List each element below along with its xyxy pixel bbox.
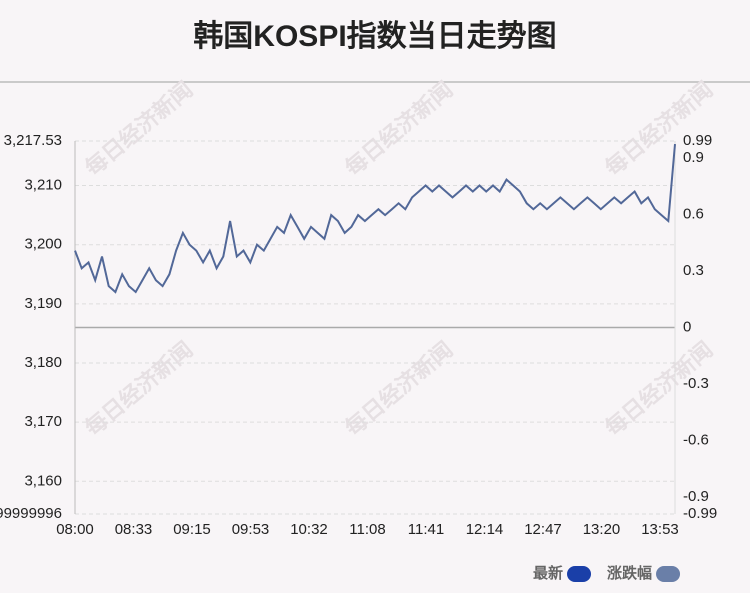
y-tick-label: 3,210	[24, 177, 62, 194]
y2-tick-label: -0.9	[683, 488, 709, 505]
x-tick-label: 09:53	[232, 521, 270, 538]
x-tick-label: 12:14	[466, 521, 504, 538]
x-tick-label: 11:41	[408, 521, 444, 538]
x-tick-label: 13:53	[641, 521, 679, 538]
x-tick-label: 08:00	[56, 521, 94, 538]
y-tick-label: 3,217.53	[4, 132, 62, 149]
y2-tick-label: 0.9	[683, 149, 704, 166]
x-tick-label: 11:08	[349, 521, 385, 538]
y2-tick-label: 0	[683, 318, 691, 335]
y2-tick-label: -0.6	[683, 431, 709, 448]
y-tick-label: 3,154.4699999996	[0, 505, 62, 522]
legend-swatch	[567, 566, 592, 582]
y2-tick-label: -0.3	[683, 375, 709, 392]
y2-tick-label: 0.99	[683, 132, 712, 149]
legend-label: 最新	[533, 564, 563, 582]
y-tick-label: 3,170	[24, 413, 62, 430]
price-line	[74, 144, 676, 294]
watermark: 每日经济新闻	[340, 337, 457, 441]
x-tick-label: 13:20	[583, 521, 621, 538]
watermark: 每日经济新闻	[340, 77, 457, 181]
watermark: 每日经济新闻	[80, 77, 197, 181]
y-tick-label: 3,160	[24, 472, 62, 489]
y-tick-label: 3,180	[24, 354, 62, 371]
legend-label: 涨跌幅	[607, 564, 652, 582]
legend-swatch	[656, 566, 681, 582]
x-tick-label: 08:33	[115, 521, 153, 538]
y-tick-label: 3,190	[24, 295, 62, 312]
x-tick-label: 09:15	[173, 521, 211, 538]
y-tick-label: 3,200	[24, 236, 62, 253]
y2-tick-label: -0.99	[683, 505, 717, 522]
chart-title: 韩国KOSPI指数当日走势图	[193, 20, 556, 53]
x-tick-label: 12:47	[524, 521, 562, 538]
x-tick-label: 10:32	[290, 521, 328, 538]
y2-tick-label: 0.3	[683, 262, 704, 279]
watermark: 每日经济新闻	[80, 337, 197, 441]
y2-tick-label: 0.6	[683, 205, 704, 222]
